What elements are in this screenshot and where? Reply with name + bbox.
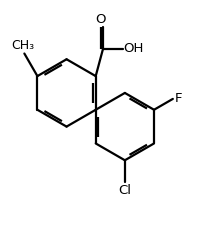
Text: Cl: Cl <box>118 184 131 197</box>
Text: OH: OH <box>124 42 144 55</box>
Text: F: F <box>175 92 182 105</box>
Text: CH₃: CH₃ <box>12 39 35 52</box>
Text: O: O <box>95 13 106 26</box>
